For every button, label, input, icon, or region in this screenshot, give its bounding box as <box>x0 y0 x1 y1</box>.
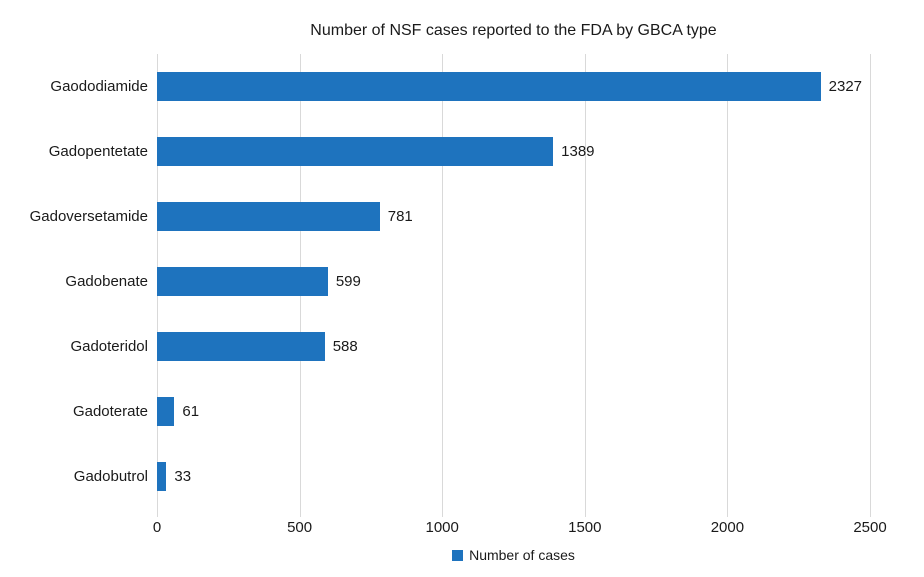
bar <box>157 462 167 491</box>
value-label: 588 <box>332 338 358 355</box>
y-axis-labels: Gaododiamide Gadopentetate Gadoversetamide… <box>0 54 157 509</box>
bar-row: 2327 <box>157 54 870 119</box>
x-axis: 0 500 1000 1500 2000 2500 <box>153 509 887 536</box>
value-label: 599 <box>335 273 361 290</box>
chart-title: Number of NSF cases reported to the FDA … <box>310 22 717 39</box>
gridline <box>727 54 729 517</box>
bar-row: 599 <box>157 249 870 314</box>
bar <box>157 332 325 361</box>
bar-row: 33 <box>157 444 870 509</box>
gridline <box>442 54 444 517</box>
bar-row: 588 <box>157 314 870 379</box>
category-label: Gaododiamide <box>50 78 148 95</box>
bar-row: 781 <box>157 184 870 249</box>
x-tick-label: 1500 <box>568 519 602 536</box>
category-label: Gadobenate <box>65 273 148 290</box>
plot-area-wrapper: Gaododiamide Gadopentetate Gadoversetamide… <box>0 54 924 517</box>
bar <box>157 202 380 231</box>
x-tick-label: 1000 <box>425 519 459 536</box>
value-label: 33 <box>174 468 192 485</box>
category-label: Gadobutrol <box>73 468 148 485</box>
value-label: 781 <box>387 208 413 225</box>
bar <box>157 397 175 426</box>
value-label: 61 <box>182 403 200 420</box>
category-label: Gadoterate <box>72 403 148 420</box>
gridline <box>870 54 871 517</box>
x-tick-label: 500 <box>287 519 313 536</box>
x-tick-label: 2000 <box>710 519 745 536</box>
category-label: Gadopentetate <box>48 143 148 160</box>
x-tick-label: 0 <box>152 519 162 536</box>
value-label: 1389 <box>561 143 595 160</box>
bar-row: 1389 <box>157 119 870 184</box>
category-label: Gadoversetamide <box>29 208 148 225</box>
legend: Number of cases <box>157 547 870 563</box>
bar <box>157 267 328 296</box>
bar <box>157 72 821 101</box>
legend-label: Number of cases <box>469 547 575 563</box>
plot-area: 2327 1389 781 599 588 61 33 <box>157 54 871 517</box>
legend-swatch-icon <box>452 549 464 561</box>
x-tick-label: 2500 <box>853 519 887 536</box>
category-label: Gadoteridol <box>70 338 148 355</box>
gridline <box>584 54 586 517</box>
bar-row: 61 <box>157 379 870 444</box>
value-label: 2327 <box>828 78 863 95</box>
bar <box>157 137 554 166</box>
